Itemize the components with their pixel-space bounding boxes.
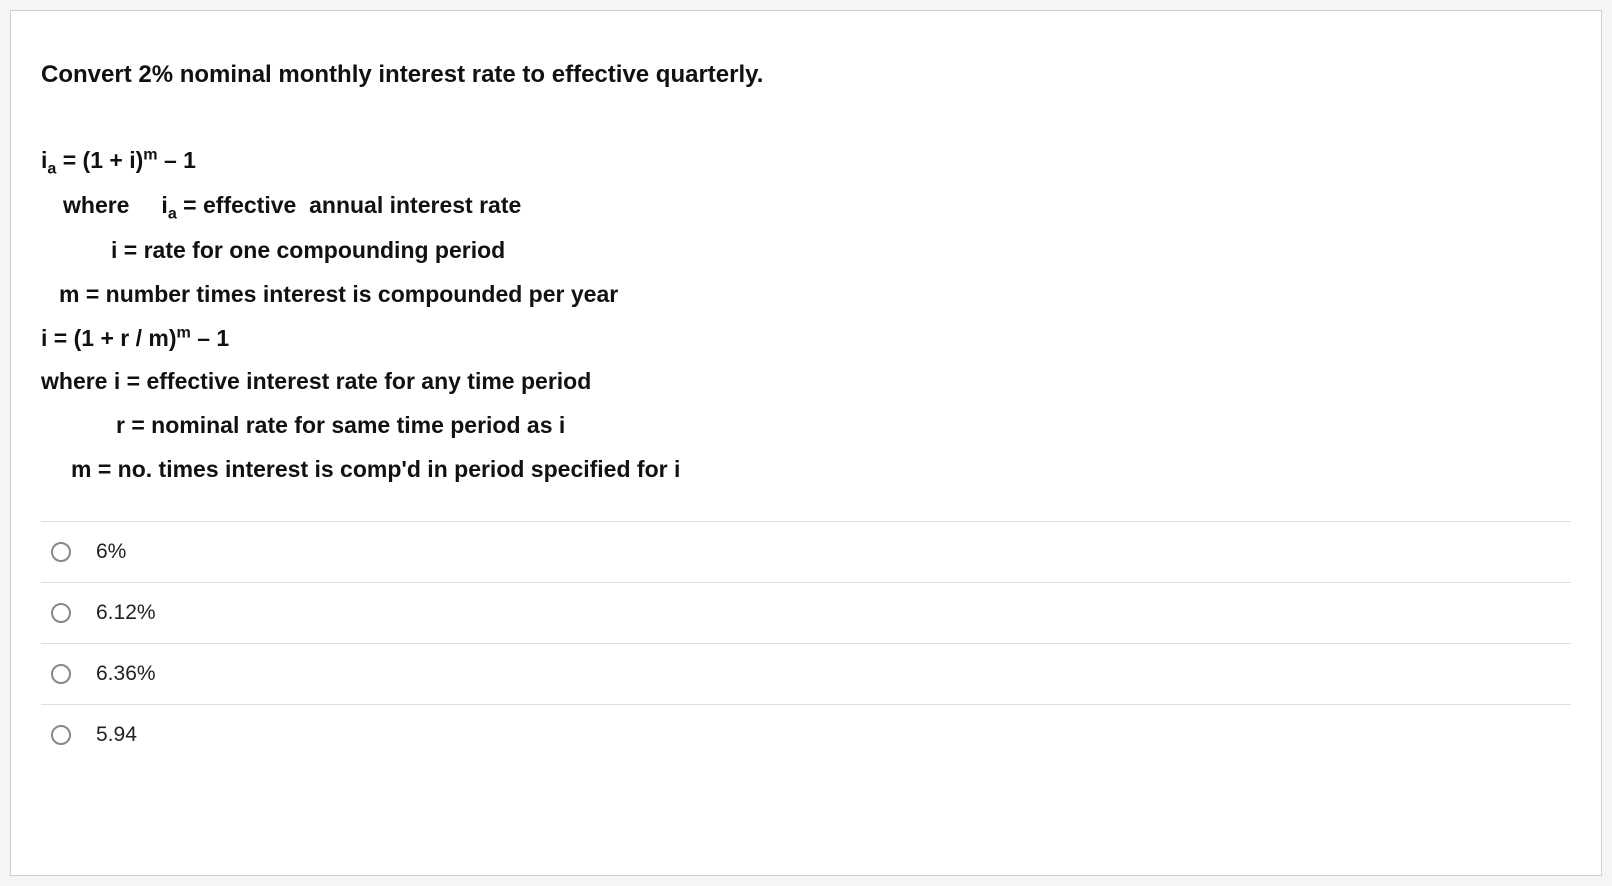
radio-icon[interactable] (51, 603, 71, 623)
option-row[interactable]: 6% (41, 521, 1571, 582)
radio-icon[interactable] (51, 664, 71, 684)
option-row[interactable]: 6.36% (41, 643, 1571, 704)
formula-line: r = nominal rate for same time period as… (41, 404, 1571, 448)
option-label: 6% (96, 540, 126, 564)
formula-line: m = no. times interest is comp'd in peri… (41, 448, 1571, 492)
formula-line: where i = effective interest rate for an… (41, 360, 1571, 404)
formula-line: m = number times interest is compounded … (41, 273, 1571, 317)
radio-icon[interactable] (51, 542, 71, 562)
option-label: 6.36% (96, 662, 156, 686)
formula-line: where ia = effective annual interest rat… (41, 184, 1571, 229)
formula-line: i = rate for one compounding period (41, 229, 1571, 273)
option-row[interactable]: 6.12% (41, 582, 1571, 643)
option-label: 6.12% (96, 601, 156, 625)
option-label: 5.94 (96, 723, 137, 747)
radio-icon[interactable] (51, 725, 71, 745)
option-row[interactable]: 5.94 (41, 704, 1571, 765)
formula-line: ia = (1 + i)m – 1 (41, 139, 1571, 184)
formula-block: ia = (1 + i)m – 1 where ia = effective a… (41, 139, 1571, 491)
question-card: Convert 2% nominal monthly interest rate… (10, 10, 1602, 876)
question-title: Convert 2% nominal monthly interest rate… (41, 61, 1571, 89)
options-list: 6% 6.12% 6.36% 5.94 (41, 521, 1571, 765)
page-wrap: Convert 2% nominal monthly interest rate… (0, 0, 1612, 886)
formula-line: i = (1 + r / m)m – 1 (41, 317, 1571, 361)
